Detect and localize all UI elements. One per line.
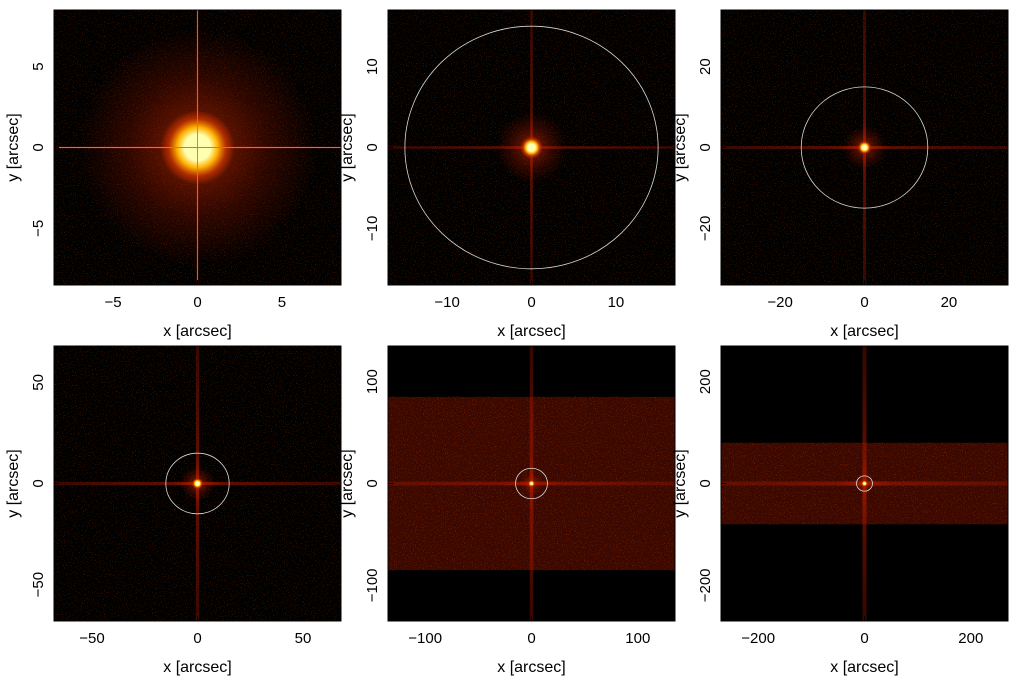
x-tick-label: 0 — [860, 294, 868, 311]
panel-1: −5 0 5 −5 0 5 x [arcsec] y [arcsec] — [5, 9, 342, 340]
x-tick-label: 20 — [941, 294, 958, 311]
source — [192, 478, 203, 489]
panel-5: −100 0 100 −100 0 100 x [arcsec] y [arcsec] — [339, 345, 676, 676]
x-tick-label: 100 — [625, 630, 650, 647]
y-axis-label: y [arcsec] — [5, 449, 22, 517]
aperture-circle — [404, 25, 659, 270]
y-tick-label: 20 — [697, 58, 714, 75]
x-axis-label: x [arcsec] — [163, 323, 231, 340]
x-tick-label: 0 — [193, 294, 201, 311]
x-tick-label: 0 — [860, 630, 868, 647]
x-tick-label: −5 — [105, 294, 122, 311]
source — [520, 136, 543, 159]
panel-4: −50 0 50 −50 0 50 x [arcsec] y [arcsec] — [5, 345, 342, 676]
y-tick-label: 200 — [697, 369, 714, 394]
x-tick-label: −100 — [408, 630, 442, 647]
y-tick-label: −20 — [697, 216, 714, 241]
x-tick-label: 10 — [608, 294, 625, 311]
x-tick-label: 0 — [193, 630, 201, 647]
y-axis-label: y [arcsec] — [5, 113, 22, 181]
y-axis-label: y [arcsec] — [339, 113, 356, 181]
y-axis-label: y [arcsec] — [672, 449, 689, 517]
x-axis-label: x [arcsec] — [163, 659, 231, 676]
panel-3: −20 0 20 −20 0 20 x [arcsec] y [arcsec] — [672, 9, 1009, 340]
y-tick-label: 0 — [364, 479, 381, 487]
x-tick-label: 50 — [295, 630, 312, 647]
aperture-circle — [165, 452, 230, 515]
x-axis-label: x [arcsec] — [497, 323, 565, 340]
y-tick-label: 0 — [364, 143, 381, 151]
plot-area-4 — [54, 346, 341, 621]
panel-6: −200 0 200 −200 0 200 x [arcsec] y [arcsec] — [672, 345, 1009, 676]
plot-area-5 — [388, 346, 675, 621]
y-tick-label: 0 — [697, 143, 714, 151]
source — [857, 140, 872, 155]
x-tick-label: 200 — [958, 630, 983, 647]
panel-2: −10 0 10 −10 0 10 x [arcsec] y [arcsec] — [339, 9, 676, 340]
y-tick-label: 10 — [364, 58, 381, 75]
y-tick-label: 0 — [697, 479, 714, 487]
x-tick-label: −50 — [79, 630, 104, 647]
y-axis-label: y [arcsec] — [672, 113, 689, 181]
y-tick-label: −10 — [364, 216, 381, 241]
x-tick-label: −200 — [741, 630, 775, 647]
y-tick-label: −200 — [697, 568, 714, 602]
x-tick-label: 5 — [278, 294, 286, 311]
source — [861, 480, 868, 487]
x-axis-label: x [arcsec] — [830, 659, 898, 676]
x-axis-label: x [arcsec] — [497, 659, 565, 676]
y-tick-label: 0 — [30, 479, 47, 487]
y-tick-label: 0 — [30, 143, 47, 151]
x-tick-label: 0 — [527, 294, 535, 311]
plot-area-6 — [721, 346, 1008, 621]
panel-frame — [387, 9, 676, 286]
x-tick-label: −20 — [767, 294, 792, 311]
y-tick-label: −5 — [30, 220, 47, 237]
x-tick-label: 0 — [527, 630, 535, 647]
y-tick-label: 100 — [364, 369, 381, 394]
aperture-circle — [800, 86, 929, 209]
panel-frame — [720, 9, 1009, 286]
y-tick-label: 50 — [30, 374, 47, 391]
plot-area-1 — [54, 10, 341, 285]
y-tick-label: −50 — [30, 572, 47, 597]
aperture-circle — [515, 467, 548, 500]
panel-frame — [53, 345, 342, 622]
y-tick-label: −100 — [364, 568, 381, 602]
y-tick-label: 5 — [30, 62, 47, 70]
panel-frame — [53, 9, 342, 286]
aperture-circle — [856, 475, 873, 492]
plot-area-2 — [388, 10, 675, 285]
x-axis-label: x [arcsec] — [830, 323, 898, 340]
plot-area-3 — [721, 10, 1008, 285]
source — [528, 480, 535, 487]
y-axis-label: y [arcsec] — [339, 449, 356, 517]
x-tick-label: −10 — [434, 294, 459, 311]
panel-frame — [387, 345, 676, 622]
panel-frame — [720, 345, 1009, 622]
